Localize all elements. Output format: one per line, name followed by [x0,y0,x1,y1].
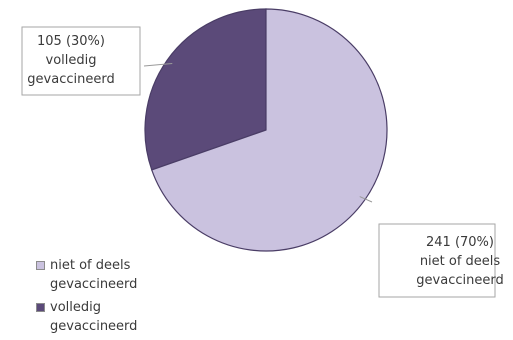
pie-callouts: 105 (30%) volledig gevaccineerd 241 (70%) ni… [21,26,504,298]
legend-item-volledig: volledig gevaccineerd [36,298,180,336]
legend-label-volledig: volledig gevaccineerd [50,300,138,334]
legend: niet of deels gevaccineerd volledig geva… [36,256,180,340]
callout-label-1-line-0: 241 (70%) [426,235,494,250]
pie-slices [144,8,388,252]
callout-box-0 [21,26,141,96]
callout-box-1 [378,223,496,298]
legend-swatch-niet-of-deels [36,261,45,270]
callout-label-1-line-1: niet of deels [420,254,501,269]
pie-slice-0 [144,8,267,171]
pie-chart: 105 (30%) volledig gevaccineerd 241 (70%) ni… [21,8,504,298]
callout-label-0-line-2: gevaccineerd [27,72,114,87]
callout-leader-1 [359,196,373,203]
callout-label-0-line-1: volledig [46,53,97,68]
chart-stage: 105 (30%) volledig gevaccineerd 241 (70%) ni… [21,8,504,334]
callout-label-0-line-0: 105 (30%) [37,34,105,49]
callout-leader-0 [143,62,173,67]
legend-label-niet-of-deels: niet of deels gevaccineerd [50,258,138,292]
legend-item-niet-of-deels: niet of deels gevaccineerd [36,256,180,294]
legend-swatch-volledig [36,303,45,312]
pie-slice-1 [150,8,388,252]
callout-label-1-line-2: gevaccineerd [416,273,503,288]
